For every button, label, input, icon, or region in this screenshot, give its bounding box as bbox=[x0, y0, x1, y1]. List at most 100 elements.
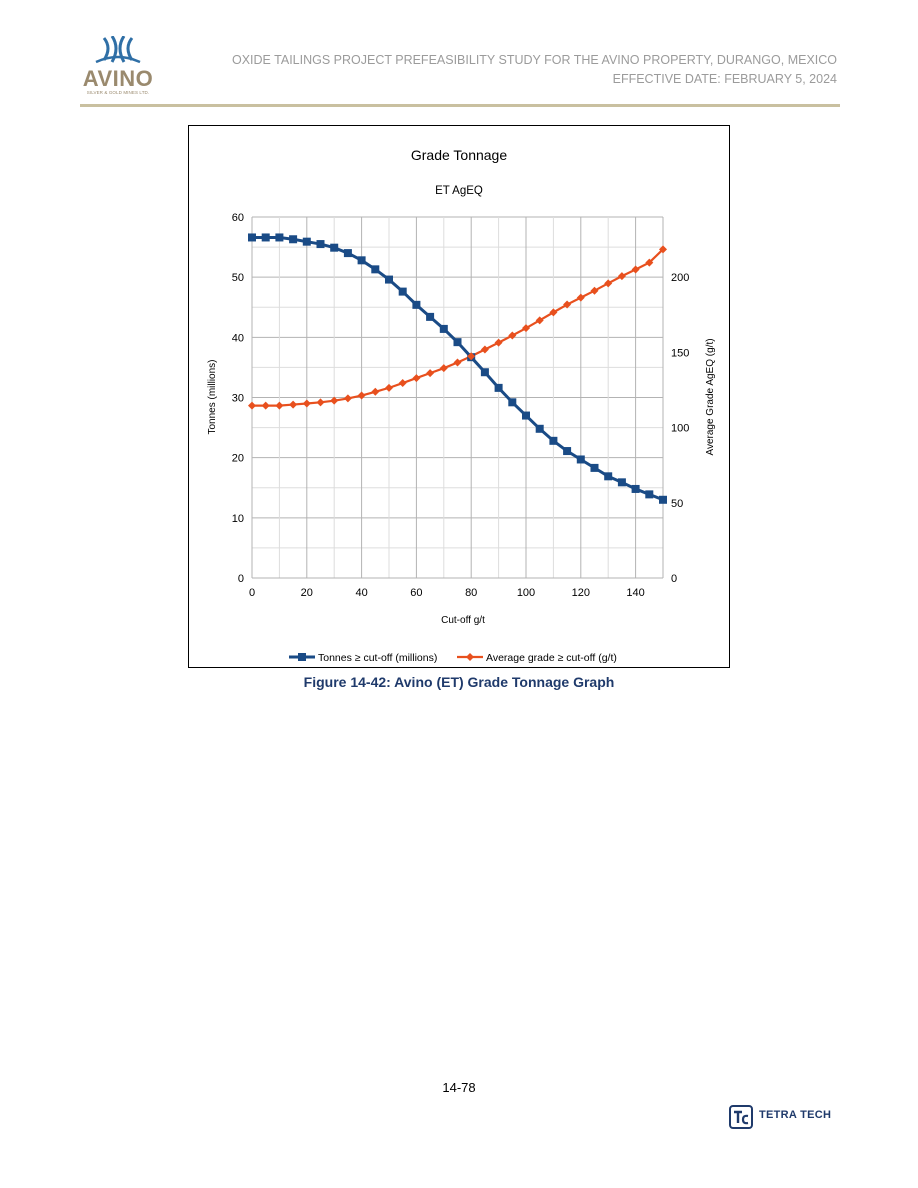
logo-subtitle: SILVER & GOLD MINES LTD. bbox=[86, 90, 150, 95]
grade-data-point bbox=[563, 300, 572, 309]
y-left-tick-label: 10 bbox=[232, 513, 244, 525]
y-left-tick-label: 0 bbox=[238, 573, 244, 585]
x-axis-label: Cut-off g/t bbox=[441, 615, 485, 626]
tonnes-data-point bbox=[412, 300, 421, 309]
x-tick-label: 140 bbox=[626, 587, 644, 599]
company-name: TETRA TECH bbox=[759, 1109, 832, 1121]
grade-data-point bbox=[645, 258, 654, 267]
figure-caption: Figure 14-42: Avino (ET) Grade Tonnage G… bbox=[303, 674, 615, 690]
tonnes-data-point bbox=[549, 436, 558, 445]
tonnes-data-point bbox=[494, 383, 503, 392]
y-left-tick-label: 40 bbox=[232, 332, 244, 344]
grade-data-point bbox=[330, 396, 339, 405]
grade-data-point bbox=[604, 279, 613, 288]
tonnes-data-point bbox=[385, 275, 393, 284]
series-line-grade bbox=[252, 248, 664, 407]
tonnes-data-point bbox=[659, 495, 667, 504]
grade-data-point bbox=[494, 338, 503, 347]
y-left-tick-label: 20 bbox=[232, 453, 244, 465]
tonnes-data-point bbox=[590, 463, 599, 472]
grade-data-point bbox=[426, 369, 435, 378]
grade-data-point bbox=[522, 324, 530, 333]
header-rule bbox=[80, 104, 840, 107]
header-title-line-1: OXIDE TAILINGS PROJECT PREFEASIBILITY ST… bbox=[232, 53, 837, 67]
y-right-tick-label: 0 bbox=[671, 573, 677, 585]
page-number: 14-78 bbox=[442, 1080, 476, 1095]
avino-logo: AVINO SILVER & GOLD MINES LTD. bbox=[82, 35, 162, 98]
grade-data-point bbox=[439, 364, 448, 373]
tonnes-data-point bbox=[302, 237, 311, 246]
grade-data-point bbox=[248, 401, 256, 410]
grade-data-point bbox=[590, 286, 599, 295]
grade-data-point bbox=[357, 391, 366, 400]
grade-data-point bbox=[371, 387, 380, 396]
chart-ticks: 0 20 40 60 80 100 120 140 0 10 20 30 40 50 60 0 50 100 150… bbox=[232, 212, 690, 599]
x-tick-label: 0 bbox=[249, 587, 255, 599]
tonnes-data-point bbox=[357, 256, 366, 265]
tonnes-data-point bbox=[453, 338, 462, 347]
y-right-tick-label: 50 bbox=[671, 498, 683, 510]
header-title-line-2: EFFECTIVE DATE: FEBRUARY 5, 2024 bbox=[612, 72, 837, 86]
chart-markers bbox=[248, 233, 667, 504]
legend-grade-marker bbox=[466, 653, 474, 661]
tonnes-data-point bbox=[645, 490, 654, 499]
tonnes-data-point bbox=[576, 455, 585, 464]
tonnes-data-point bbox=[426, 312, 435, 321]
grade-data-point bbox=[576, 293, 585, 302]
y-right-tick-label: 150 bbox=[671, 347, 689, 359]
grade-data-point bbox=[631, 265, 640, 274]
grade-data-point bbox=[275, 401, 284, 410]
grade-data-point bbox=[261, 401, 270, 410]
grade-tonnage-chart: 0 20 40 60 80 100 120 140 0 10 20 30 40 50 60 0 50 100 150… bbox=[207, 147, 716, 664]
y-left-tick-label: 60 bbox=[232, 212, 244, 224]
tonnes-data-point bbox=[371, 265, 380, 274]
grade-data-point bbox=[659, 245, 667, 254]
tonnes-data-point bbox=[535, 424, 544, 433]
logo-name: AVINO bbox=[82, 66, 154, 91]
grade-data-point bbox=[302, 399, 311, 408]
tonnes-data-point bbox=[398, 287, 407, 296]
tonnes-data-point bbox=[522, 411, 530, 420]
tonnes-data-point bbox=[617, 478, 626, 487]
grade-data-point bbox=[467, 352, 476, 361]
legend-tonnes-label: Tonnes ≥ cut-off (millions) bbox=[318, 652, 437, 664]
chart-legend: Tonnes ≥ cut-off (millions) Average grade… bbox=[289, 652, 617, 664]
x-tick-label: 80 bbox=[465, 587, 477, 599]
tonnes-data-point bbox=[248, 233, 256, 242]
grade-data-point bbox=[385, 383, 393, 392]
chart-title: Grade Tonnage bbox=[411, 147, 507, 163]
grade-data-point bbox=[549, 308, 558, 317]
chart-grid bbox=[251, 216, 664, 579]
avino-logo-mark-icon bbox=[95, 35, 141, 64]
y-left-tick-label: 50 bbox=[232, 272, 244, 284]
grade-data-point bbox=[453, 358, 462, 367]
tonnes-data-point bbox=[343, 249, 352, 258]
y-right-tick-label: 200 bbox=[671, 272, 689, 284]
grade-data-point bbox=[508, 331, 517, 340]
grade-data-point bbox=[398, 379, 407, 388]
grade-data-point bbox=[535, 316, 544, 325]
y-axis-left-label: Tonnes (millions) bbox=[207, 359, 218, 434]
tonnes-data-point bbox=[631, 484, 640, 493]
tonnes-data-point bbox=[604, 472, 613, 481]
tonnes-data-point bbox=[330, 243, 339, 252]
chart-frame: 0 20 40 60 80 100 120 140 0 10 20 30 40 50 60 0 50 100 150… bbox=[188, 125, 730, 668]
legend-tonnes-marker bbox=[298, 653, 306, 661]
tetra-tech-logo-icon bbox=[729, 1105, 753, 1129]
tonnes-data-point bbox=[275, 233, 284, 242]
grade-data-point bbox=[480, 345, 489, 354]
tonnes-data-point bbox=[563, 447, 572, 456]
tonnes-data-point bbox=[508, 398, 517, 407]
tonnes-data-point bbox=[261, 233, 270, 242]
x-tick-label: 60 bbox=[410, 587, 422, 599]
x-tick-label: 100 bbox=[517, 587, 535, 599]
grade-data-point bbox=[343, 394, 352, 403]
y-right-tick-label: 100 bbox=[671, 423, 689, 435]
x-tick-label: 40 bbox=[355, 587, 367, 599]
chart-axes bbox=[252, 217, 664, 579]
legend-grade-label: Average grade ≥ cut-off (g/t) bbox=[486, 652, 617, 664]
grade-data-point bbox=[289, 400, 298, 409]
x-tick-label: 20 bbox=[301, 587, 313, 599]
tonnes-data-point bbox=[439, 324, 448, 333]
tonnes-data-point bbox=[480, 368, 489, 377]
